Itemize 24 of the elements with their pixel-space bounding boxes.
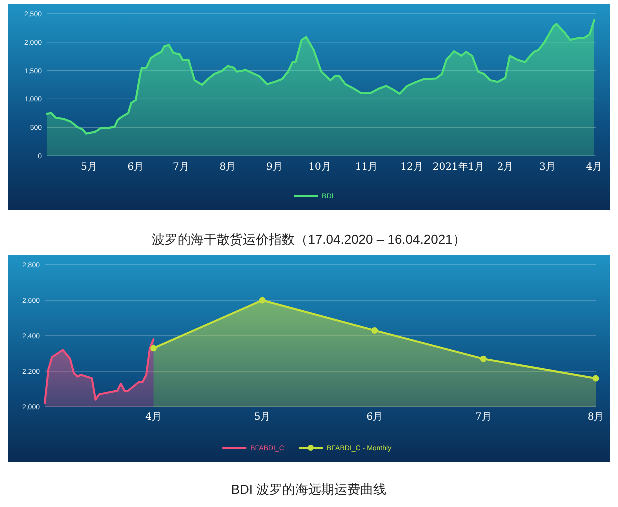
x-tick-label: 9月 [266,162,283,173]
x-tick-label: 4月 [146,412,162,423]
point [592,375,600,382]
x-tick-label: 12月 [400,162,424,173]
x-tick-label: 8月 [588,412,604,423]
x-tick-label: 7月 [475,412,492,423]
x-tick-label: 2月 [497,162,514,173]
point [372,327,378,334]
point [150,345,157,352]
x-tick-label: 11月 [355,162,378,173]
x-tick-label: 5月 [254,412,271,423]
point [480,356,487,362]
x-tick-label: 6月 [128,162,144,173]
text: BDI 波罗的海远期运费曲线 [231,482,387,497]
x-tick-label: 3月 [540,162,556,173]
text: 波罗的海干散货运价指数（17.04.2020 – 16.04.2021） [152,232,466,247]
x-tick-label: 7月 [173,162,190,173]
x-tick-label: 5月 [81,162,98,173]
x-tick-label: 8月 [220,162,236,173]
x-tick-label: 10月 [308,162,332,173]
x-tick-label: 6月 [366,412,384,423]
point [259,297,266,304]
x-tick-label: 2021年1月 [432,161,485,173]
x-tick-label: 4月 [586,162,603,173]
